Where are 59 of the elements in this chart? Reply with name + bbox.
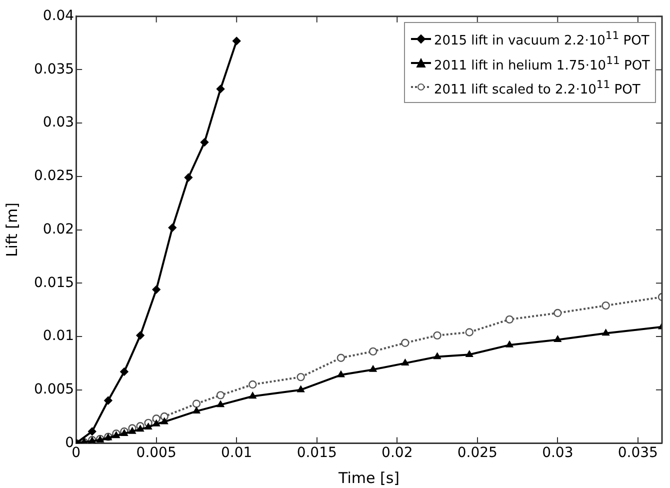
legend-label: 2011 lift scaled to 2.2·10$^{11}$ POT	[434, 77, 640, 100]
x-tick-label: 0.025	[457, 445, 498, 462]
point	[152, 285, 160, 294]
point	[104, 396, 112, 405]
point	[168, 224, 176, 232]
point	[336, 354, 346, 362]
y-tick-label: 0.02	[42, 221, 74, 238]
point	[554, 308, 562, 318]
point	[466, 350, 473, 357]
x-tick-label: 0.035	[618, 445, 658, 462]
point	[88, 427, 96, 436]
y-axis-title: Lift [m]	[2, 202, 21, 258]
point	[506, 340, 514, 348]
y-tick-label: 0.04	[42, 8, 74, 24]
point	[433, 331, 442, 340]
point	[120, 368, 128, 376]
y-tick-label: 0.03	[42, 114, 74, 131]
legend-label: 2011 lift in helium 1.75·10$^{11}$ POT	[434, 52, 650, 76]
y-tick-label: 0.015	[34, 274, 74, 291]
point	[184, 173, 193, 182]
legend-label: 2015 lift in vacuum 2.2·10$^{11}$ POT	[434, 28, 650, 51]
point	[136, 425, 144, 432]
x-tick-label: 0.02	[382, 445, 413, 462]
x-axis-title: Time [s]	[338, 468, 400, 487]
point	[402, 359, 409, 366]
point	[144, 423, 152, 430]
point	[505, 315, 514, 324]
point	[434, 352, 441, 360]
point	[248, 380, 257, 389]
point	[554, 336, 562, 342]
point	[152, 420, 160, 426]
point	[192, 400, 201, 408]
point	[216, 391, 225, 400]
point	[192, 407, 200, 414]
point	[401, 338, 410, 347]
y-tick-label: 0.005	[34, 381, 74, 398]
point	[160, 418, 168, 424]
x-tick-label: 0.005	[136, 445, 176, 462]
point	[128, 427, 136, 434]
x-tick-label: 0.01	[221, 445, 252, 462]
point	[337, 370, 345, 378]
y-tick-label: 0.035	[34, 61, 74, 78]
x-tick-label: 0.03	[542, 445, 574, 462]
x-tick-label: 0.015	[296, 445, 337, 462]
point	[602, 329, 610, 336]
point	[216, 84, 225, 94]
y-tick-label: 0.01	[42, 328, 74, 344]
point	[602, 301, 610, 310]
point	[249, 392, 256, 399]
point	[296, 372, 305, 382]
point	[368, 347, 378, 356]
y-tick-label: 0.025	[34, 168, 74, 184]
point	[369, 365, 377, 372]
point	[136, 331, 144, 340]
point	[216, 400, 224, 408]
point	[200, 138, 209, 146]
point	[297, 386, 304, 392]
point	[465, 328, 474, 336]
point	[232, 36, 241, 46]
